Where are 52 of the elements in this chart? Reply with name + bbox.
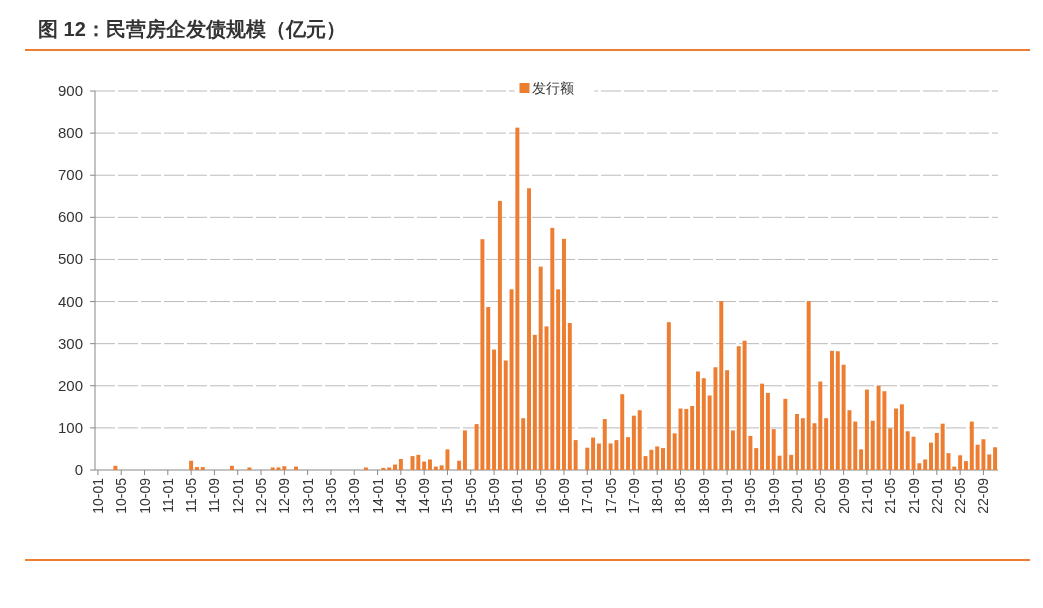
x-tick-label: 21-09 — [905, 477, 922, 514]
x-tick-label: 17-01 — [579, 477, 596, 514]
x-tick-label: 22-01 — [928, 477, 945, 514]
x-tick-label: 13-01 — [299, 477, 316, 514]
x-tick-label: 13-05 — [322, 477, 339, 514]
x-tick-label: 19-05 — [742, 477, 759, 514]
x-tick-label: 20-01 — [789, 477, 806, 514]
x-tick-label: 18-05 — [672, 477, 689, 514]
x-tick-label: 16-01 — [509, 477, 526, 514]
x-tick-label: 17-09 — [625, 477, 642, 514]
y-tick-label: 100 — [57, 418, 83, 436]
y-tick-label: 700 — [57, 166, 83, 184]
x-tick-label: 18-01 — [649, 477, 666, 514]
x-tick-label: 15-05 — [462, 477, 479, 514]
x-tick-label: 12-01 — [229, 477, 246, 514]
x-tick-label: 14-09 — [416, 477, 433, 514]
x-tick-label: 20-05 — [812, 477, 829, 514]
x-tick-label: 15-01 — [439, 477, 456, 514]
x-tick-label: 14-05 — [392, 477, 409, 514]
x-tick-label: 16-09 — [555, 477, 572, 514]
plot: 0 100 200 300 400 500 600 700 800 900 10-01 10-05 10-09 11-01 11-05 11-09 12-01 12-05 12-09 13-01 13-05 13-09 14-01 14-05 14-09 15-01 15-05 15-09 16-01 16-05 16-09 17-01 17-05 17-09 18-01 18-05 18-09 19-01 19-05 19-09 20-01 20-05 20-09 21-01 21-05 21-09 22-01 22-05 22-09 发行额 — [57, 79, 999, 514]
x-tick-label: 19-01 — [719, 477, 736, 514]
title: 图 12：民营房企发债规模（亿元） — [38, 18, 346, 40]
y-tick-label: 900 — [57, 82, 83, 99]
y-tick-label: 500 — [57, 250, 83, 268]
x-tick-label: 20-09 — [835, 477, 852, 514]
x-tick-label: 10-09 — [136, 477, 153, 514]
x-tick-label: 19-09 — [765, 477, 782, 514]
x-tick-label: 12-05 — [253, 477, 270, 514]
y-tick-label: 0 — [74, 461, 83, 478]
legend-label: 发行额 — [531, 80, 574, 96]
y-tick-label: 800 — [57, 124, 83, 142]
x-tick-label: 15-09 — [486, 477, 503, 514]
x-tick-label: 11-05 — [183, 477, 200, 513]
x-tick-label: 10-01 — [89, 477, 106, 514]
y-tick-label: 300 — [57, 334, 83, 352]
y-tick-label: 600 — [57, 208, 83, 226]
x-tick-label: 16-05 — [532, 477, 549, 514]
x-tick-label: 17-05 — [602, 477, 619, 514]
x-tick-label: 22-05 — [952, 477, 969, 514]
x-tick-label: 12-09 — [276, 477, 293, 514]
y-tick-label: 400 — [57, 292, 83, 310]
x-tick-label: 22-09 — [975, 477, 992, 514]
x-tick-label: 21-05 — [882, 477, 899, 514]
x-tick-label: 11-01 — [159, 477, 176, 513]
x-tick-label: 10-05 — [113, 477, 130, 514]
x-tick-label: 18-09 — [695, 477, 712, 514]
x-tick-label: 11-09 — [206, 477, 223, 513]
x-tick-label: 13-09 — [346, 477, 363, 514]
y-tick-label: 200 — [57, 376, 83, 394]
x-tick-label: 21-01 — [858, 477, 875, 514]
x-tick-label: 14-01 — [369, 477, 386, 514]
